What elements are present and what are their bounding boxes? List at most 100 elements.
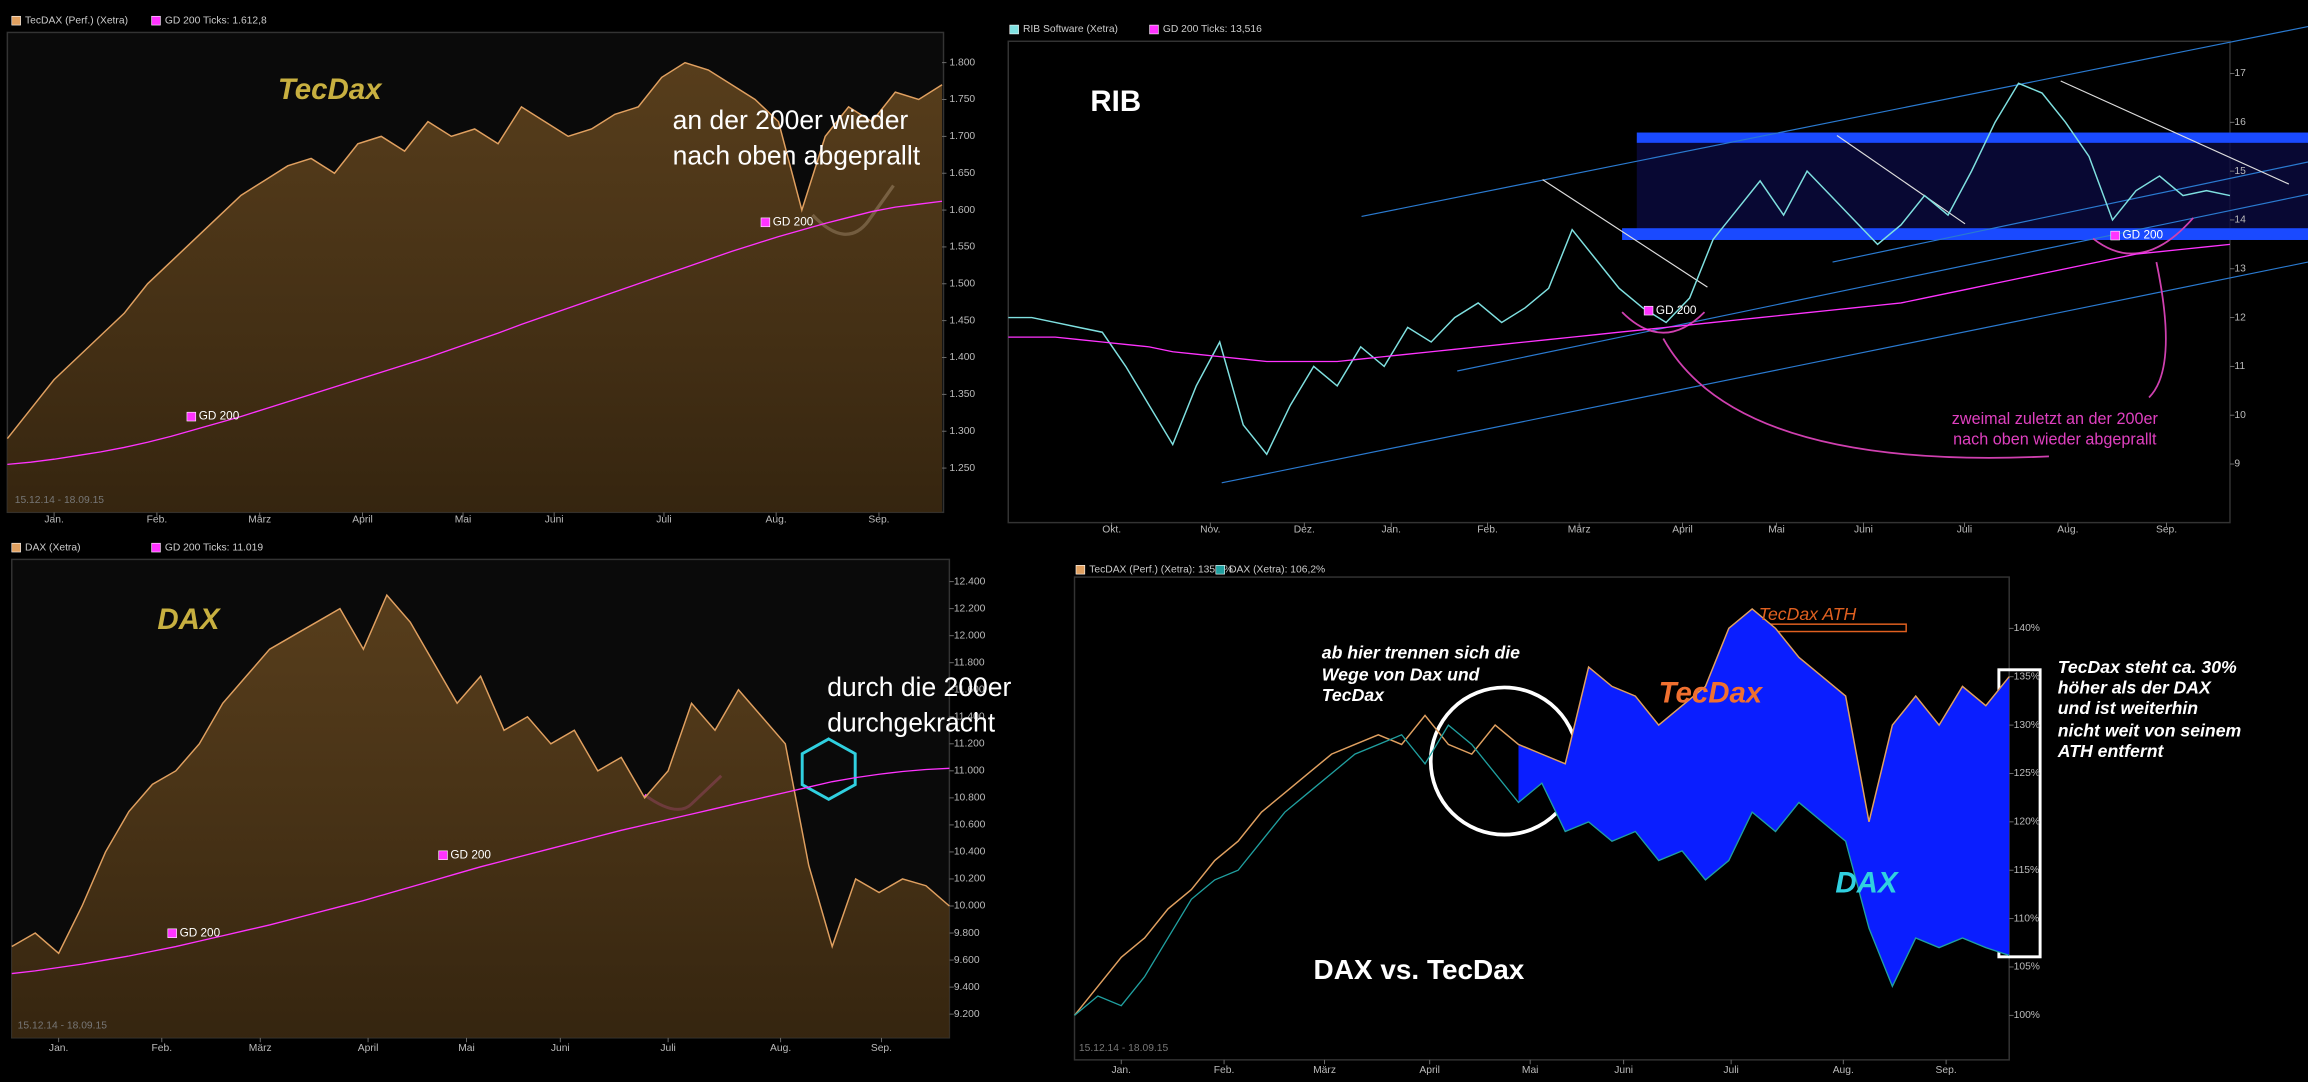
break-marker [800, 737, 857, 802]
gd-marker [760, 217, 771, 228]
x-tick-label: Mai [1768, 525, 1785, 536]
x-tick-label: Feb. [1477, 525, 1498, 536]
annotation: DAX vs. TecDax [1314, 954, 1525, 985]
y-tick-label: 115% [2014, 865, 2040, 876]
y-tick-label: 120% [2014, 817, 2040, 828]
gd-marker [186, 411, 197, 422]
y-tick-label: 105% [2014, 962, 2040, 973]
x-tick-label: Mai [458, 1043, 475, 1054]
annotation: TecDax [1659, 677, 1764, 710]
y-tick-label: 12.200 [954, 603, 986, 614]
annotation: zweimal zuletzt an der 200er [1952, 410, 2159, 428]
annotation: DAX [157, 603, 221, 636]
x-tick-label: März [249, 1043, 272, 1054]
y-tick-label: 12.000 [954, 630, 986, 641]
annotation: TecDax steht ca. 30% [2058, 657, 2237, 677]
y-tick-label: 110% [2014, 913, 2040, 924]
annotation: nach oben abgeprallt [673, 141, 921, 171]
y-tick-label: 10 [2234, 410, 2246, 421]
legend-label: GD 200 Ticks: 1.612,8 [165, 15, 267, 26]
x-tick-label: Feb. [147, 514, 168, 525]
area [11, 595, 950, 1038]
series-line [1073, 608, 2010, 1016]
x-tick-label: Jan. [49, 1043, 68, 1054]
x-tick-label: Juli [1957, 525, 1972, 536]
x-tick-label: Juli [660, 1043, 675, 1054]
y-tick-label: 1.400 [949, 352, 975, 363]
legend-swatch [11, 15, 21, 26]
annotation: RIB [1090, 85, 1141, 118]
y-tick-label: 12 [2234, 312, 2246, 323]
y-tick-label: 1.250 [949, 463, 975, 474]
range-zone [1636, 138, 2308, 233]
y-tick-label: 1.450 [949, 315, 975, 326]
legend-label: TecDAX (Perf.) (Xetra) [25, 15, 128, 26]
y-tick-label: 1.600 [949, 205, 975, 216]
annotation: TecDax ATH [1759, 604, 1857, 624]
series-line [1008, 82, 2231, 456]
x-tick-label: Jan. [1382, 525, 1401, 536]
y-tick-label: 1.800 [949, 57, 975, 68]
y-tick-label: 1.750 [949, 94, 975, 105]
resistance-band [1636, 132, 2308, 143]
y-tick-label: 135% [2014, 671, 2040, 682]
y-tick-label: 10.800 [954, 793, 986, 804]
x-tick-label: Aug. [1833, 1065, 1854, 1076]
y-tick-label: 10.000 [954, 901, 986, 912]
y-tick-label: 15 [2234, 166, 2246, 177]
annotation: ATH entfernt [2057, 741, 2165, 761]
x-tick-label: Mai [1522, 1065, 1539, 1076]
legend-label: GD 200 Ticks: 11.019 [165, 542, 264, 553]
y-tick-label: 10.200 [954, 874, 986, 885]
annotation: DAX [1835, 866, 1899, 899]
y-tick-label: 11.800 [954, 657, 985, 668]
x-tick-label: Juni [551, 1043, 570, 1054]
legend-label: TecDAX (Perf.) (Xetra): 135,0% [1089, 564, 1233, 575]
legend-swatch [1149, 24, 1159, 35]
legend-swatch [1075, 564, 1086, 575]
area [7, 62, 943, 513]
y-tick-label: 12.400 [954, 576, 986, 587]
y-tick-label: 1.350 [949, 389, 975, 400]
legend-label: GD 200 Ticks: 13,516 [1163, 24, 1262, 35]
series-line [11, 593, 950, 955]
annotation: GD 200 [773, 215, 814, 228]
annotation: 15.12.14 - 18.09.15 [18, 1021, 108, 1032]
x-tick-label: Juli [656, 514, 671, 525]
x-tick-label: April [358, 1043, 379, 1054]
x-tick-label: Okt. [1102, 525, 1121, 536]
x-tick-label: Sep. [1936, 1065, 1957, 1076]
x-tick-label: Aug. [770, 1043, 791, 1054]
x-tick-label: April [352, 514, 373, 525]
y-tick-label: 17 [2234, 68, 2246, 79]
panel [1007, 40, 2231, 524]
y-tick-label: 9 [2234, 459, 2240, 470]
series-line [1074, 724, 2010, 1016]
legend-swatch [151, 15, 161, 26]
y-tick-label: 16 [2234, 117, 2246, 128]
y-tick-label: 1.500 [949, 279, 975, 290]
annotation: GD 200 [180, 926, 221, 939]
y-tick-label: 140% [2014, 623, 2040, 634]
annotation: TecDax [278, 73, 383, 106]
x-tick-label: Sep. [2156, 525, 2177, 536]
x-tick-label: März [1568, 525, 1591, 536]
x-tick-label: April [1419, 1065, 1440, 1076]
y-tick-label: 9.200 [954, 1009, 980, 1020]
x-tick-label: Mai [455, 514, 472, 525]
annotation: höher als der DAX [2058, 678, 2212, 698]
y-tick-label: 9.400 [954, 982, 980, 993]
x-tick-label: März [248, 514, 271, 525]
x-tick-label: Juni [1854, 525, 1873, 536]
annotation: GD 200 [2123, 229, 2164, 242]
annotation: 15.12.14 - 18.09.15 [1079, 1043, 1169, 1054]
y-tick-label: 100% [2014, 1010, 2040, 1021]
legend-swatch [151, 542, 161, 553]
annotation: an der 200er wieder [673, 105, 909, 135]
x-tick-label: Aug. [2057, 525, 2078, 536]
x-tick-label: Dez. [1294, 525, 1315, 536]
annotation: Wege von Dax und [1322, 664, 1481, 684]
y-tick-label: 11.000 [954, 766, 985, 777]
